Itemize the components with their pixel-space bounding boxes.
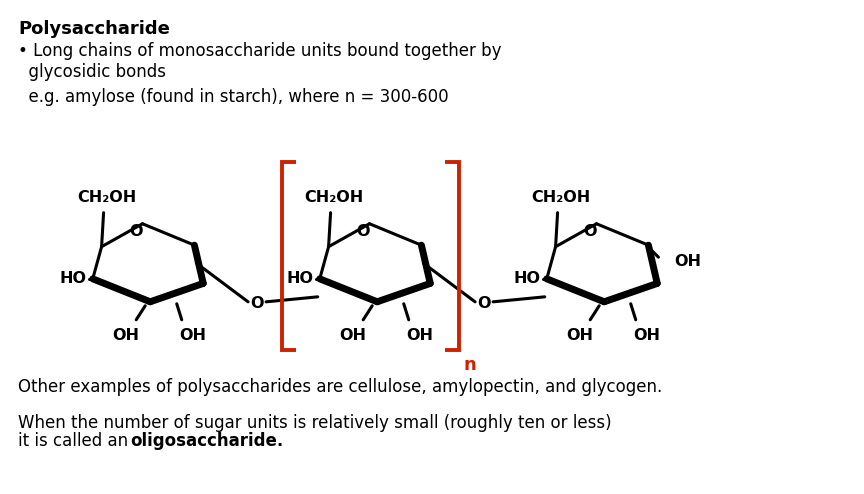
Text: CH₂OH: CH₂OH [304,190,363,205]
Text: • Long chains of monosaccharide units bound together by
  glycosidic bonds: • Long chains of monosaccharide units bo… [18,42,501,81]
Text: OH: OH [675,254,702,269]
Text: Other examples of polysaccharides are cellulose, amylopectin, and glycogen.: Other examples of polysaccharides are ce… [18,378,662,396]
Text: OH: OH [179,328,206,343]
Text: e.g. amylose (found in starch), where n = 300-600: e.g. amylose (found in starch), where n … [18,88,448,106]
Text: HO: HO [514,271,541,287]
Text: O: O [477,296,491,311]
Text: OH: OH [112,328,140,343]
Text: OH: OH [567,328,594,343]
Text: OH: OH [633,328,660,343]
Text: it is called an: it is called an [18,432,133,450]
Text: n: n [463,356,476,374]
Text: OH: OH [340,328,366,343]
Text: HO: HO [287,271,314,287]
Text: OH: OH [406,328,433,343]
Text: Polysaccharide: Polysaccharide [18,20,170,38]
Text: When the number of sugar units is relatively small (roughly ten or less): When the number of sugar units is relati… [18,414,612,432]
Text: CH₂OH: CH₂OH [77,190,137,205]
Text: oligosaccharide.: oligosaccharide. [130,432,283,450]
Text: CH₂OH: CH₂OH [531,190,590,205]
Text: O: O [356,224,370,239]
Text: O: O [130,224,143,239]
Text: HO: HO [60,271,86,287]
Text: O: O [583,224,597,239]
Text: O: O [251,296,264,311]
